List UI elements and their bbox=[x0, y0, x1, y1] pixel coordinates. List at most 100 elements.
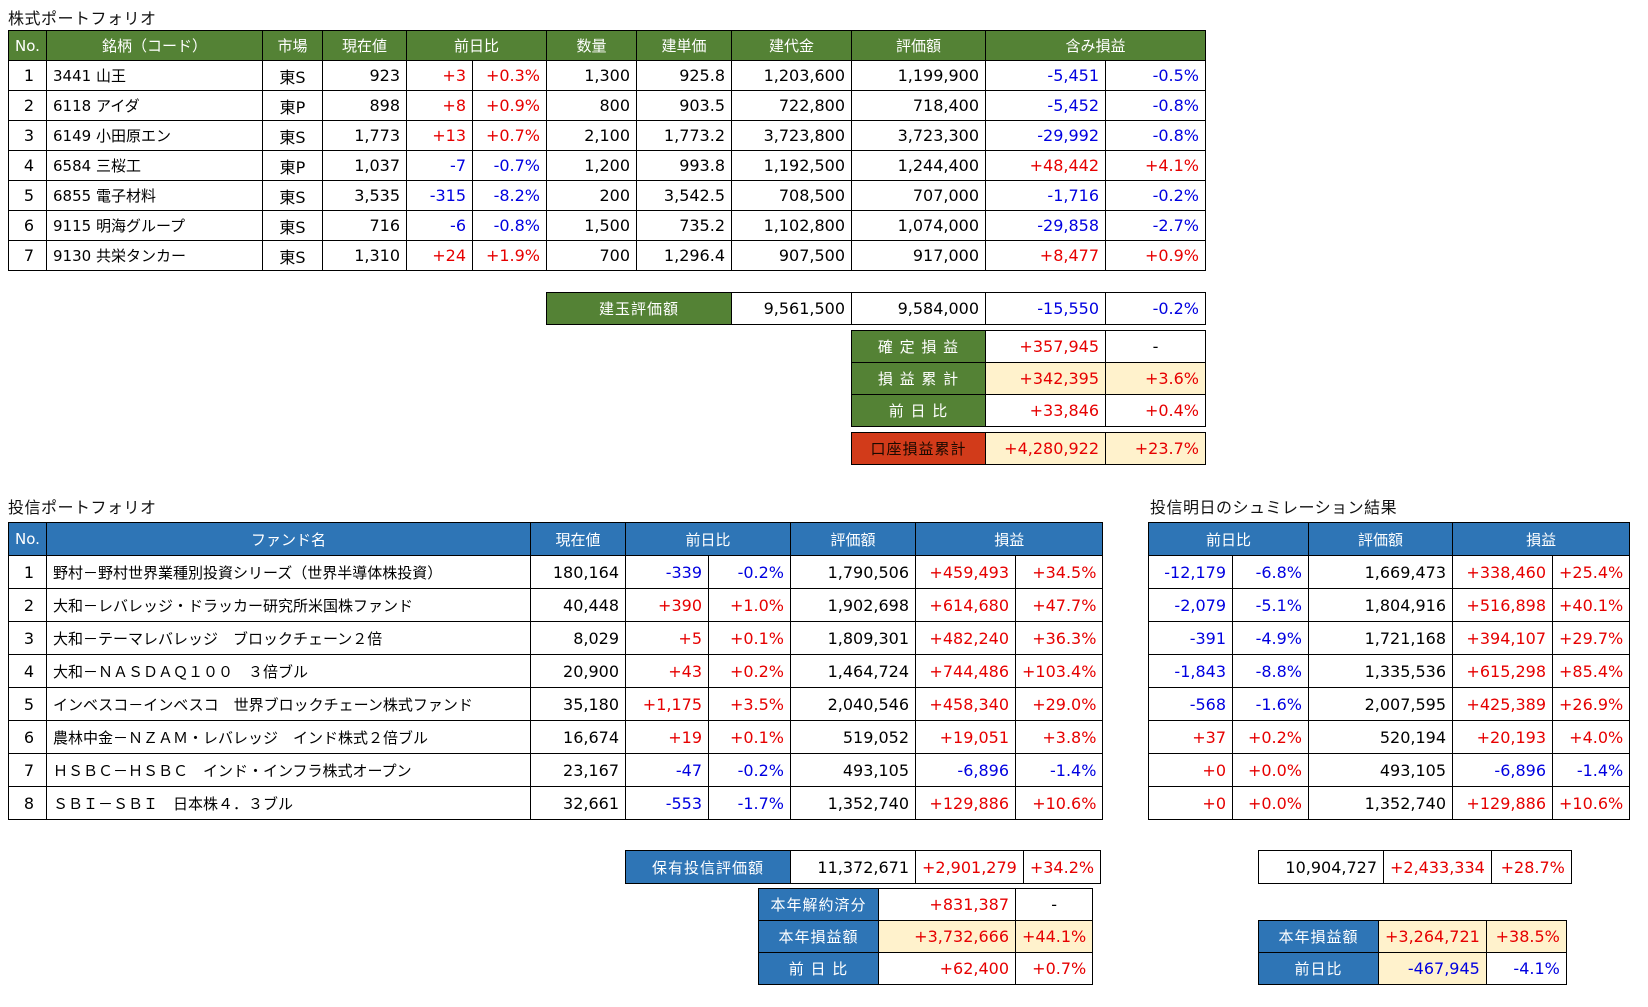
pl-cell: +129,886 bbox=[915, 786, 1016, 820]
fund-day-change-value: +62,400 bbox=[878, 952, 1016, 985]
row-number-cell: 1 bbox=[8, 555, 47, 589]
unrealized-pl-cell: -29,858 bbox=[985, 210, 1106, 241]
unit-price-cell: 1,773.2 bbox=[636, 120, 732, 151]
row-number-cell: 3 bbox=[8, 621, 47, 655]
day-change-cell: -339 bbox=[625, 555, 709, 589]
sim-day-change-label: 前日比 bbox=[1258, 952, 1379, 985]
stock-header-change: 前日比 bbox=[406, 30, 547, 61]
sim-change-cell: +37 bbox=[1148, 720, 1233, 754]
quantity-cell: 1,200 bbox=[546, 150, 637, 181]
sim-change-cell: -568 bbox=[1148, 687, 1233, 721]
sim-ytd-label: 本年損益額 bbox=[1258, 920, 1379, 953]
unit-price-cell: 925.8 bbox=[636, 60, 732, 91]
sim-valuation-cell: 1,804,916 bbox=[1308, 588, 1453, 622]
sim-change-pct-cell: -4.9% bbox=[1232, 621, 1309, 655]
row-number-cell: 1 bbox=[8, 60, 47, 91]
unit-price-cell: 993.8 bbox=[636, 150, 732, 181]
sim-pl-cell: +20,193 bbox=[1452, 720, 1553, 754]
quantity-cell: 700 bbox=[546, 240, 637, 271]
quantity-cell: 800 bbox=[546, 90, 637, 121]
pl-pct-cell: +3.8% bbox=[1014, 720, 1104, 754]
nav-price-cell: 40,448 bbox=[530, 588, 626, 622]
row-number-cell: 6 bbox=[8, 210, 47, 241]
unit-price-cell: 735.2 bbox=[636, 210, 732, 241]
stock-total-pl-pct-cell: -0.2% bbox=[1105, 292, 1206, 325]
day-change-cell: +19 bbox=[625, 720, 709, 754]
unrealized-pl-cell: +8,477 bbox=[985, 240, 1106, 271]
valuation-cell: 917,000 bbox=[851, 240, 986, 271]
stock-name-cell: 6118 アイダ bbox=[46, 90, 263, 121]
quantity-cell: 2,100 bbox=[546, 120, 637, 151]
pl-cell: +614,680 bbox=[915, 588, 1016, 622]
sim-pl-cell: +394,107 bbox=[1452, 621, 1553, 655]
day-change-cell: +13 bbox=[406, 120, 473, 151]
sim-change-pct-cell: +0.2% bbox=[1232, 720, 1309, 754]
valuation-cell: 1,464,724 bbox=[790, 654, 916, 688]
valuation-cell: 1,352,740 bbox=[790, 786, 916, 820]
fund-name-cell: 野村－野村世界業種別投資シリーズ（世界半導体株投資） bbox=[46, 555, 531, 589]
unrealized-pl-cell: -5,452 bbox=[985, 90, 1106, 121]
stock-table-row: 6 9115 明海グループ 東S 716 -6 -0.8% 1,500 735.… bbox=[8, 210, 1206, 241]
valuation-cell: 3,723,300 bbox=[851, 120, 986, 151]
sim-change-cell: -2,079 bbox=[1148, 588, 1233, 622]
cumulative-pl-row: 損 益 累 計 +342,395 +3.6% bbox=[851, 362, 1206, 395]
day-change-cell: +8 bbox=[406, 90, 473, 121]
fund-name-cell: ＨＳＢＣ－ＨＳＢＣ インド・インフラ株式オープン bbox=[46, 753, 531, 787]
day-change-pct-cell: +0.1% bbox=[708, 720, 791, 754]
stock-portfolio-table: No. 銘柄（コード） 市場 現在値 前日比 数量 建単価 建代金 評価額 含み… bbox=[8, 30, 1206, 271]
sim-pl-pct-cell: +26.9% bbox=[1551, 687, 1631, 721]
row-number-cell: 5 bbox=[8, 687, 47, 721]
market-cell: 東P bbox=[262, 90, 323, 121]
stock-total-row: 建玉評価額 9,561,500 9,584,000 -15,550 -0.2% bbox=[546, 292, 1206, 325]
sim-table-row: -2,079 -5.1% 1,804,916 +516,898 +40.1% bbox=[1148, 588, 1631, 622]
current-price-cell: 923 bbox=[322, 60, 407, 91]
account-total-value: +4,280,922 bbox=[985, 432, 1106, 465]
stock-header-market: 市場 bbox=[262, 30, 323, 61]
day-change-pct-cell: -0.8% bbox=[472, 210, 547, 241]
sim-table-row: -12,179 -6.8% 1,669,473 +338,460 +25.4% bbox=[1148, 555, 1631, 589]
cost-cell: 1,192,500 bbox=[731, 150, 852, 181]
valuation-cell: 2,040,546 bbox=[790, 687, 916, 721]
sim-pl-cell: +425,389 bbox=[1452, 687, 1553, 721]
fund-name-cell: インベスコ－インベスコ 世界ブロックチェーン株式ファンド bbox=[46, 687, 531, 721]
stock-total-label: 建玉評価額 bbox=[546, 292, 732, 325]
nav-price-cell: 16,674 bbox=[530, 720, 626, 754]
unit-price-cell: 903.5 bbox=[636, 90, 732, 121]
unrealized-pl-pct-cell: -0.8% bbox=[1105, 90, 1206, 121]
realized-pl-label: 確 定 損 益 bbox=[851, 330, 986, 363]
stock-summary-block: 確 定 損 益 +357,945 - 損 益 累 計 +342,395 +3.6… bbox=[851, 330, 1206, 427]
sim-change-pct-cell: -1.6% bbox=[1232, 687, 1309, 721]
unrealized-pl-cell: +48,442 bbox=[985, 150, 1106, 181]
simulation-title: 投信明日のシュミレーション結果 bbox=[1150, 498, 1398, 517]
sim-ytd-pct: +38.5% bbox=[1485, 920, 1567, 953]
fund-ytd-pct: +44.1% bbox=[1014, 920, 1094, 953]
sim-pl-pct-cell: +40.1% bbox=[1551, 588, 1631, 622]
nav-price-cell: 180,164 bbox=[530, 555, 626, 589]
cost-cell: 1,203,600 bbox=[731, 60, 852, 91]
fund-table-row: 7 ＨＳＢＣ－ＨＳＢＣ インド・インフラ株式オープン 23,167 -47 -0… bbox=[8, 753, 1104, 787]
pl-cell: +744,486 bbox=[915, 654, 1016, 688]
day-change-cell: -6 bbox=[406, 210, 473, 241]
fund-header-value: 評価額 bbox=[790, 522, 916, 556]
nav-price-cell: 32,661 bbox=[530, 786, 626, 820]
stock-total-pl-cell: -15,550 bbox=[985, 292, 1106, 325]
fund-table-row: 4 大和－ＮＡＳＤＡＱ１００ ３倍ブル 20,900 +43 +0.2% 1,4… bbox=[8, 654, 1104, 688]
market-cell: 東S bbox=[262, 240, 323, 271]
row-number-cell: 5 bbox=[8, 180, 47, 211]
unit-price-cell: 1,296.4 bbox=[636, 240, 732, 271]
fund-total-label: 保有投信評価額 bbox=[625, 850, 791, 884]
day-change-pct-cell: +0.3% bbox=[472, 60, 547, 91]
simulation-table: 前日比 評価額 損益 -12,179 -6.8% 1,669,473 +338,… bbox=[1148, 522, 1631, 820]
stock-day-change-value: +33,846 bbox=[985, 394, 1106, 427]
day-change-cell: +43 bbox=[625, 654, 709, 688]
stock-name-cell: 3441 山王 bbox=[46, 60, 263, 91]
sim-valuation-cell: 2,007,595 bbox=[1308, 687, 1453, 721]
redeemed-label: 本年解約済分 bbox=[758, 888, 879, 921]
fund-table-row: 3 大和－テーマレバレッジ ブロックチェーン２倍 8,029 +5 +0.1% … bbox=[8, 621, 1104, 655]
valuation-cell: 1,074,000 bbox=[851, 210, 986, 241]
stock-table-header-row: No. 銘柄（コード） 市場 現在値 前日比 数量 建単価 建代金 評価額 含み… bbox=[8, 30, 1206, 61]
sim-day-change-pct: -4.1% bbox=[1485, 952, 1567, 985]
cost-cell: 708,500 bbox=[731, 180, 852, 211]
day-change-pct-cell: +3.5% bbox=[708, 687, 791, 721]
sim-pl-cell: +338,460 bbox=[1452, 555, 1553, 589]
